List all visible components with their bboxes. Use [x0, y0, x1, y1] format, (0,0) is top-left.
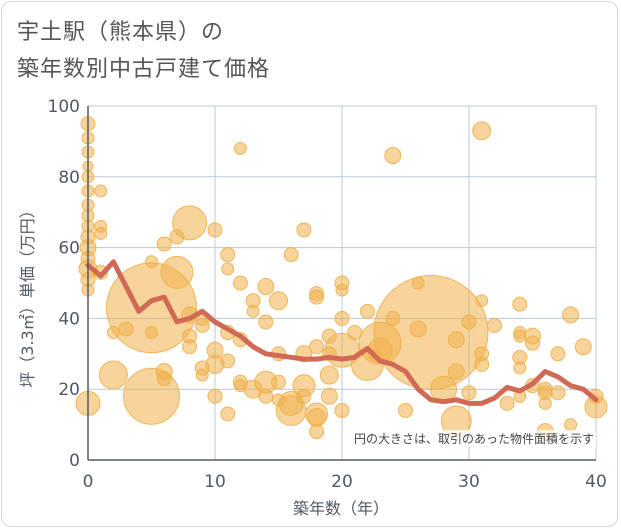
bubble: [206, 341, 224, 359]
y-tick-label: 80: [58, 168, 80, 188]
bubble: [538, 396, 552, 410]
x-tick-label: 30: [458, 472, 480, 492]
bubble: [220, 406, 236, 422]
bubble: [512, 296, 528, 312]
bubble: [169, 229, 185, 245]
bubble: [513, 361, 527, 375]
bubble: [307, 408, 327, 428]
bubble: [564, 418, 578, 432]
bubble: [272, 393, 285, 407]
bubble: [461, 385, 477, 401]
bubble: [409, 320, 427, 338]
bubble: [258, 388, 274, 404]
bubble: [309, 424, 325, 440]
bubble: [475, 294, 489, 308]
y-tick-label: 100: [48, 97, 80, 117]
bubble: [258, 314, 274, 330]
axes: [87, 106, 596, 461]
note-background: [351, 430, 596, 447]
bubble: [156, 236, 172, 252]
bubble: [94, 184, 108, 198]
x-tick-label: 20: [331, 472, 353, 492]
bubble: [319, 365, 339, 385]
chart-title: 宇土駅（熊本県）の 築年数別中古戸建て価格: [17, 20, 271, 82]
bubble: [474, 356, 490, 372]
bubble: [486, 317, 502, 333]
bubble: [221, 262, 235, 276]
bubble: [106, 326, 120, 340]
x-tick-label: 40: [585, 472, 607, 492]
bubble: [347, 325, 363, 341]
bubble: [160, 255, 194, 289]
bubble: [296, 388, 312, 404]
bubble: [385, 310, 401, 326]
bubble: [220, 353, 236, 369]
bubble: [194, 317, 210, 333]
bubble: [233, 141, 247, 155]
bubble: [550, 346, 566, 362]
bubble: [271, 374, 286, 390]
x-tick-labels: 0 10 20 30 40: [83, 472, 607, 492]
x-tick-label: 0: [83, 472, 94, 492]
bubble: [156, 371, 172, 387]
bubble: [359, 303, 375, 319]
bubble: [398, 402, 413, 418]
bubble: [562, 306, 580, 324]
bubble: [334, 310, 350, 326]
bubble: [94, 226, 108, 240]
bubble: [447, 331, 465, 349]
bubble: [207, 388, 223, 404]
bubble: [574, 338, 592, 356]
bubble: [220, 247, 236, 263]
bubble: [118, 321, 134, 337]
x-tick-label: 10: [204, 472, 226, 492]
bubble: [321, 328, 337, 344]
bubble: [334, 402, 350, 418]
bubble: [447, 363, 465, 380]
bubble: [296, 222, 312, 238]
bubble: [145, 255, 158, 269]
bubble: [384, 147, 402, 165]
bubble: [98, 360, 128, 390]
trend-line: [85, 259, 599, 406]
bubble: [550, 385, 566, 401]
bubble: [283, 247, 299, 263]
bubble: [232, 275, 248, 291]
bubble: [513, 329, 527, 343]
bubble: [472, 121, 492, 141]
bubble: [233, 379, 247, 393]
y-axis-label: 坪（3.3㎡）単価（万円）: [18, 202, 37, 387]
bubble: [320, 387, 338, 405]
y-tick-labels: 0 20 40 60 80 100: [48, 97, 80, 471]
bubble: [309, 289, 325, 305]
y-tick-label: 20: [58, 380, 80, 400]
y-tick-label: 60: [58, 239, 80, 259]
bubble: [525, 335, 540, 351]
bubble: [499, 395, 515, 411]
y-tick-label: 0: [69, 451, 80, 471]
bubble: [461, 314, 477, 330]
bubble: [182, 339, 198, 355]
bubble: [269, 291, 288, 311]
bubble: [309, 339, 325, 355]
bubble: [411, 276, 425, 290]
bubble: [335, 283, 349, 297]
bubble: [195, 368, 209, 382]
bubble: [257, 278, 275, 296]
bubble-size-note: 円の大きさは、取引のあった物件面積を示す: [354, 431, 594, 446]
y-tick-label: 40: [58, 309, 80, 329]
bubble: [246, 304, 260, 318]
bubble: [207, 222, 223, 238]
bubble: [145, 326, 158, 340]
x-axis-label: 築年数（年）: [293, 499, 389, 518]
